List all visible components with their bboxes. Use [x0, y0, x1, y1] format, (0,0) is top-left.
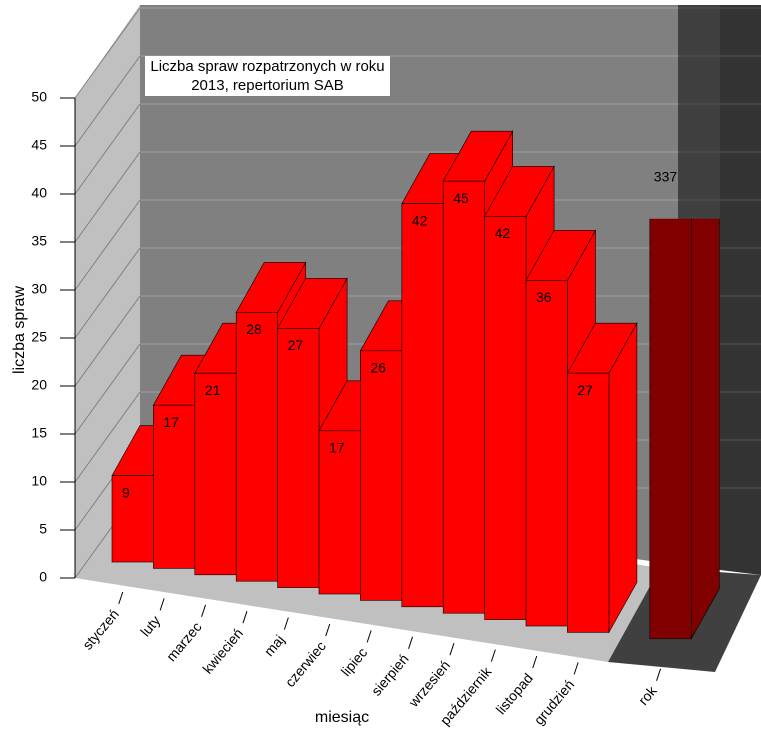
x-tick-label: luty — [137, 612, 163, 639]
bar — [194, 372, 237, 576]
bar — [525, 280, 568, 627]
data-label: 9 — [122, 484, 130, 500]
x-tick-label: styczeń — [79, 606, 122, 653]
x-tick-label: grudzień — [531, 676, 578, 727]
bar — [235, 312, 278, 582]
x-tick-label: marzec — [163, 619, 205, 664]
data-label: 27 — [577, 382, 593, 398]
y-tick-label: 0 — [39, 569, 47, 585]
x-tick — [490, 649, 496, 662]
x-tick-label: lipiec — [338, 644, 371, 679]
y-tick-label: 35 — [31, 233, 47, 249]
y-tick-label: 45 — [31, 137, 47, 153]
bar — [567, 372, 610, 633]
x-tick — [201, 604, 207, 617]
y-tick-label: 10 — [31, 473, 47, 489]
data-label: 21 — [205, 382, 221, 398]
bar — [111, 475, 154, 563]
x-tick — [656, 668, 662, 681]
x-tick-label: rok — [635, 682, 660, 708]
x-tick-label: sierpień — [368, 651, 412, 699]
grid-line — [74, 343, 141, 435]
data-label: 17 — [329, 440, 345, 456]
x-tick-label: kwiecień — [199, 625, 246, 676]
x-tick-label: czerwiec — [282, 638, 329, 690]
x-tick — [449, 643, 455, 656]
grid-line — [74, 7, 141, 99]
data-label: 27 — [288, 337, 304, 353]
bar — [318, 430, 361, 595]
data-label: 36 — [536, 289, 552, 305]
data-label: 45 — [453, 190, 469, 206]
data-label: 42 — [412, 212, 428, 228]
grid-line — [74, 247, 141, 339]
grid-line — [74, 151, 141, 243]
data-label: 28 — [246, 321, 262, 337]
grid-line — [74, 103, 141, 195]
x-tick — [366, 630, 372, 643]
x-tick — [408, 636, 414, 649]
side-wall — [720, 5, 761, 575]
grid-line — [74, 199, 141, 291]
left-wall — [75, 5, 140, 578]
x-tick — [159, 598, 165, 611]
x-tick-label: maj — [261, 632, 288, 660]
bar — [277, 328, 320, 588]
x-tick — [325, 623, 331, 637]
bar — [649, 218, 692, 640]
bar-side — [690, 218, 720, 640]
y-axis-title: liczba spraw — [11, 286, 28, 374]
x-tick-label: wrzesień — [405, 657, 453, 710]
bar — [360, 350, 403, 601]
data-label: 17 — [163, 414, 179, 430]
bar — [401, 203, 444, 608]
y-tick-label: 50 — [31, 89, 47, 105]
x-tick — [532, 655, 538, 669]
data-label: 26 — [370, 360, 386, 376]
y-tick-label: 40 — [31, 185, 47, 201]
y-tick-label: 30 — [31, 281, 47, 297]
grid-line — [74, 295, 141, 387]
y-tick-label: 5 — [39, 521, 47, 537]
x-axis-title: miesiąc — [315, 709, 369, 726]
y-tick-label: 25 — [31, 329, 47, 345]
x-tick — [242, 611, 248, 624]
grid-line — [74, 391, 141, 483]
grid-line — [74, 55, 141, 147]
bar-group — [649, 218, 720, 640]
bar — [442, 180, 486, 614]
bar — [484, 216, 527, 620]
data-label: 337 — [654, 169, 678, 185]
data-label: 42 — [495, 225, 511, 241]
x-tick — [283, 617, 289, 630]
y-tick-label: 15 — [31, 425, 47, 441]
x-tick — [573, 662, 579, 675]
chart-title: Liczba spraw rozpatrzonych w roku 2013, … — [145, 56, 390, 96]
y-tick-label: 20 — [31, 377, 47, 393]
x-tick-label: listopad — [493, 670, 536, 717]
bar-group — [566, 322, 638, 634]
bar — [153, 404, 196, 569]
x-tick — [118, 591, 124, 605]
bar-side — [608, 322, 638, 634]
